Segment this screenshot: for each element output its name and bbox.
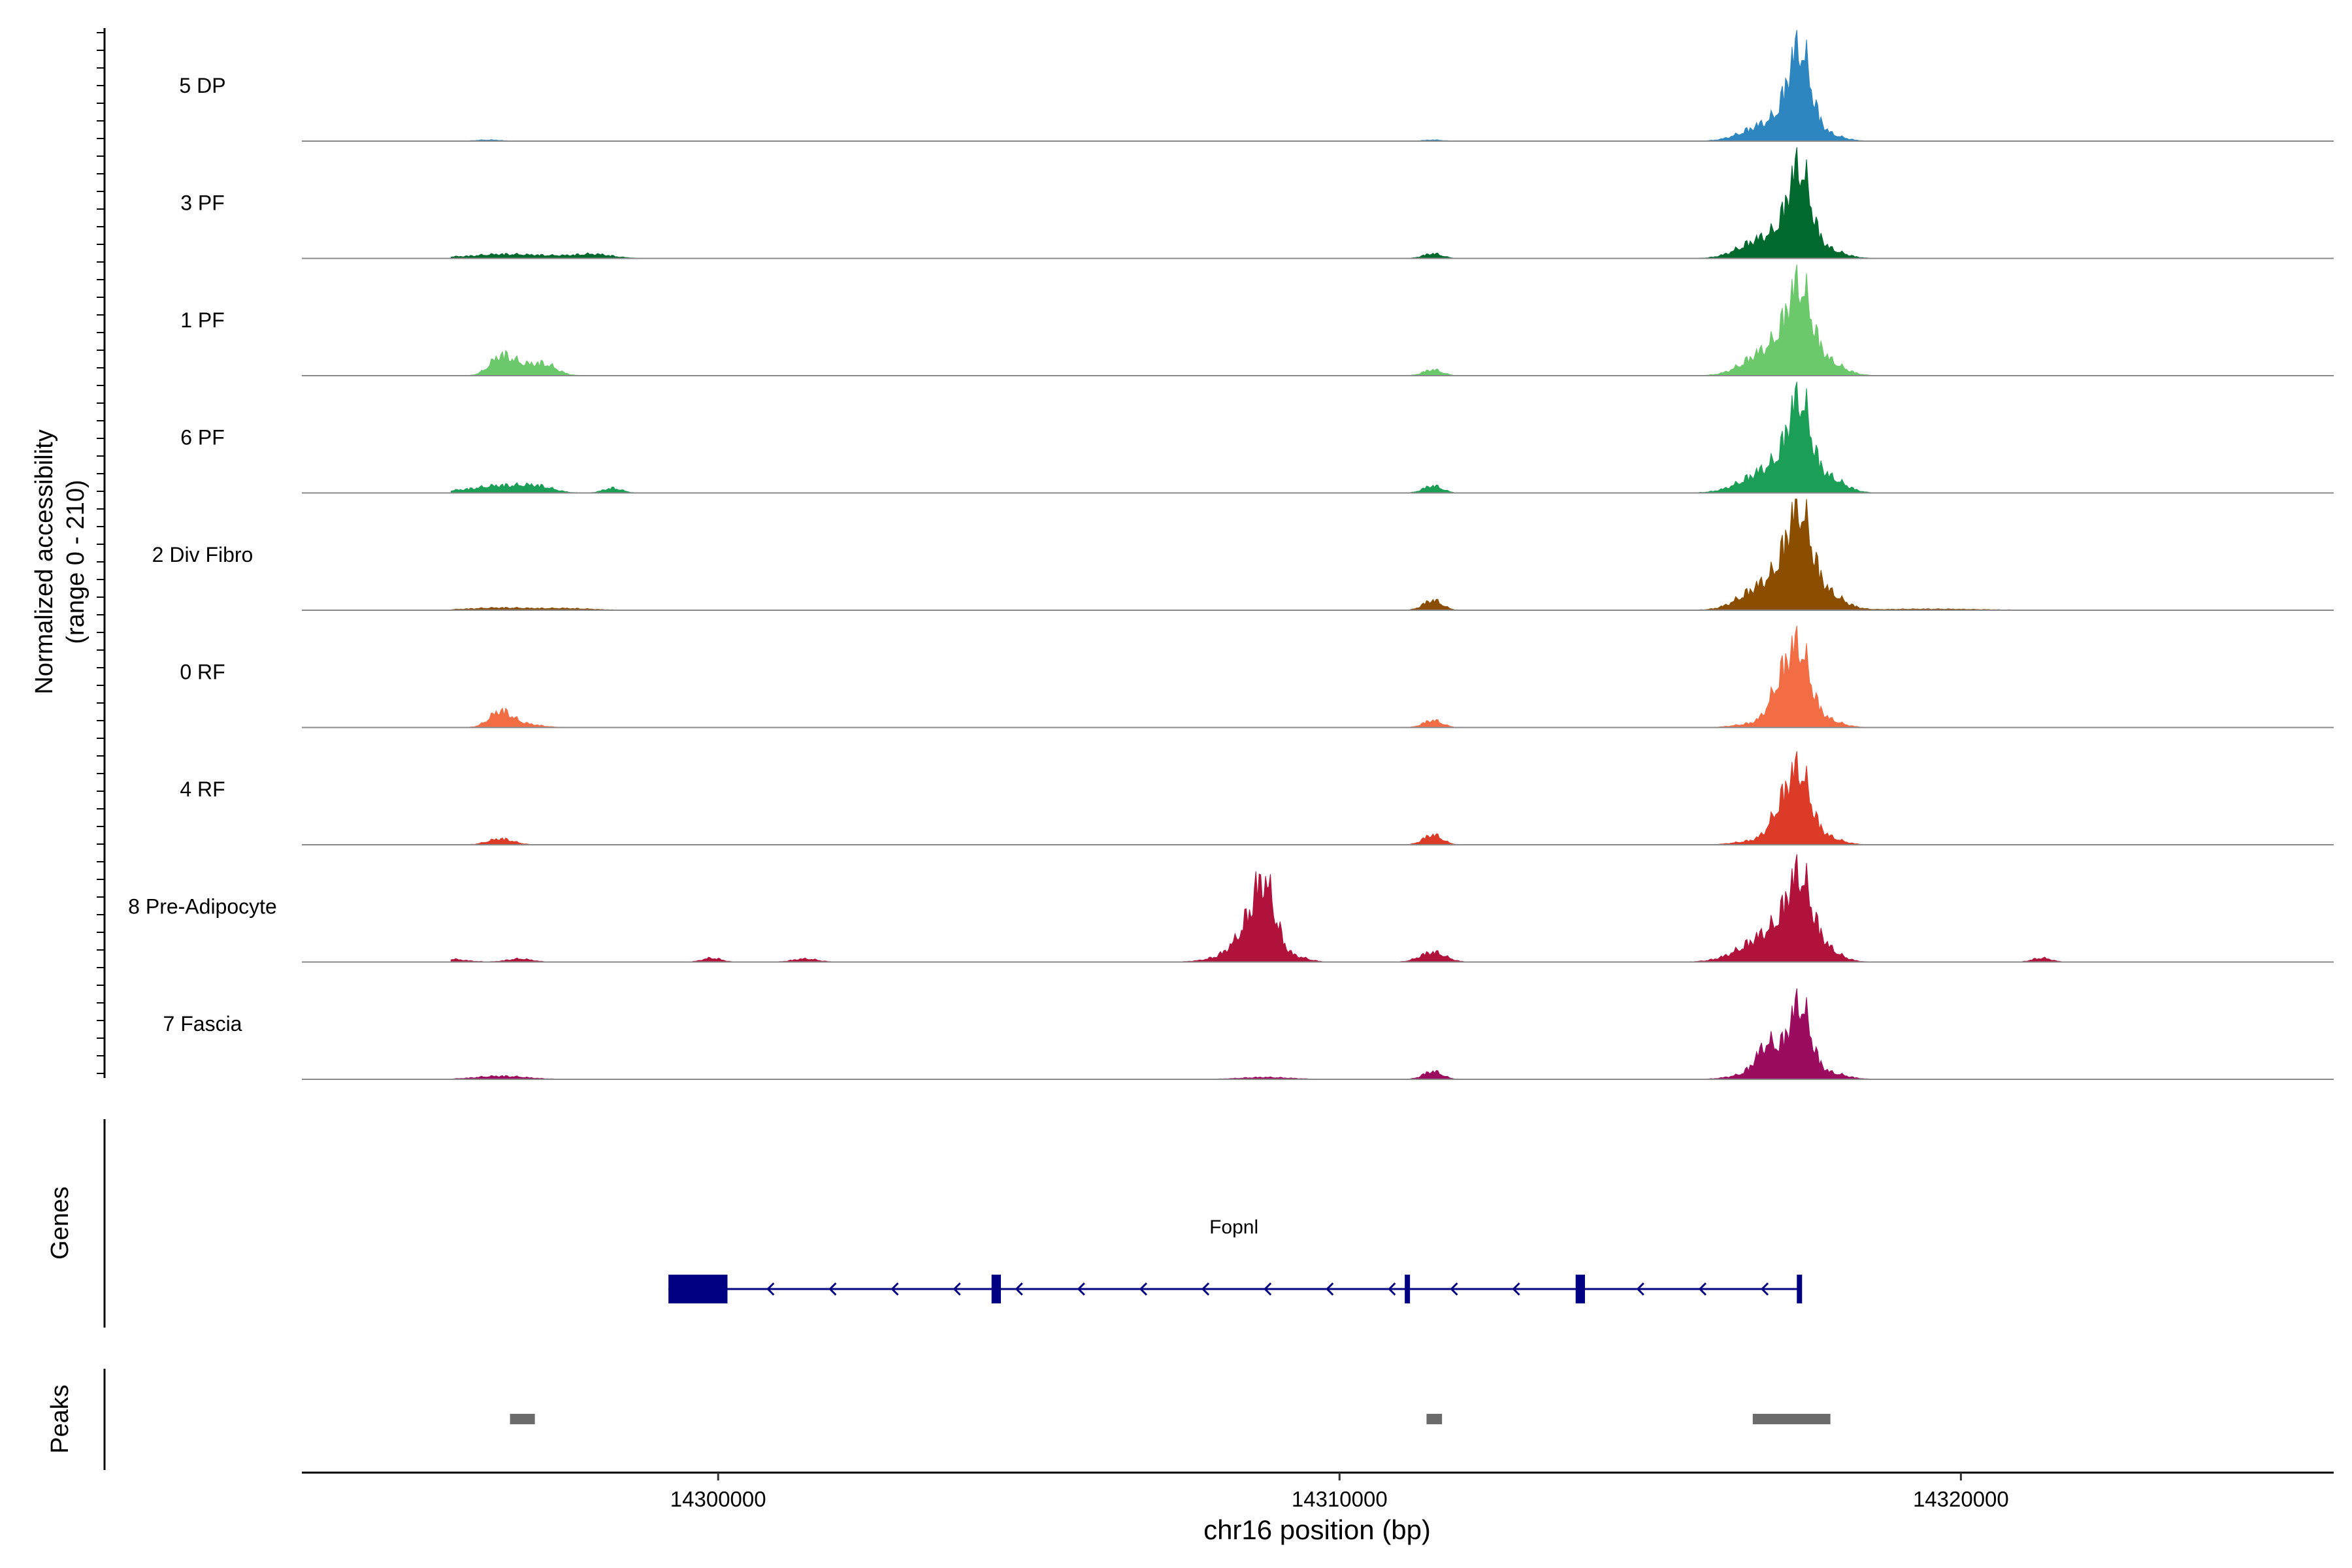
- strand-arrow: [1264, 1282, 1272, 1296]
- exon: [1405, 1275, 1411, 1303]
- coverage-area: [451, 625, 2222, 728]
- coverage-tracks: 5 DP 3 PF 1 PF 6 PF 2 Div Fibro 0 RF 4 RF 8 Pre…: [128, 29, 2334, 1080]
- track-6: 0 RF: [180, 625, 2334, 728]
- strand-arrow: [1512, 1282, 1520, 1296]
- coverage-area: [451, 751, 2222, 845]
- track-3: 1 PF: [180, 264, 2334, 376]
- x-tick-label: 14320000: [1913, 1487, 2009, 1511]
- y-axis-label-line2: (range 0 - 210): [62, 480, 90, 644]
- peak-region: [1752, 1414, 1831, 1424]
- coverage-area: [450, 854, 2222, 962]
- peaks-panel-label: Peaks: [46, 1384, 74, 1454]
- exon: [1575, 1275, 1585, 1303]
- genes-panel-label: Genes: [46, 1186, 74, 1260]
- coverage-y-axis-ticks: [97, 32, 105, 1074]
- coverage-area: [450, 498, 2222, 611]
- strand-arrow: [1388, 1282, 1396, 1296]
- track-label: 5 DP: [179, 74, 225, 97]
- y-axis-label-line1: Normalized accessibility: [31, 429, 58, 694]
- peak-region: [1426, 1414, 1443, 1424]
- coverage-area: [451, 29, 2222, 142]
- strand-arrow: [1698, 1282, 1707, 1296]
- x-axis-ticks: 14300000 14310000 14320000: [670, 1473, 2009, 1511]
- strand-arrow: [1760, 1282, 1769, 1296]
- track-5: 2 Div Fibro: [152, 498, 2334, 611]
- track-label: 2 Div Fibro: [152, 543, 253, 566]
- track-1: 5 DP: [179, 29, 2334, 142]
- track-9: 7 Fascia: [163, 988, 2334, 1080]
- coverage-area: [450, 988, 2222, 1080]
- coverage-area: [450, 147, 2222, 259]
- exon: [991, 1275, 1001, 1303]
- strand-arrow: [953, 1282, 961, 1296]
- strand-arrow: [1139, 1282, 1148, 1296]
- peak-region: [510, 1414, 535, 1424]
- track-8: 8 Pre-Adipocyte: [128, 854, 2334, 963]
- track-label: 8 Pre-Adipocyte: [128, 895, 277, 919]
- x-axis-label: chr16 position (bp): [1203, 1514, 1431, 1545]
- track-label: 3 PF: [180, 191, 225, 215]
- strand-arrow: [1636, 1282, 1644, 1296]
- strand-arrow: [1450, 1282, 1458, 1296]
- strand-arrow: [890, 1282, 899, 1296]
- gene-name-label: Fopnl: [1209, 1217, 1258, 1238]
- exon: [668, 1275, 728, 1303]
- track-7: 4 RF: [180, 751, 2334, 845]
- strand-arrow: [1326, 1282, 1334, 1296]
- track-label: 7 Fascia: [163, 1012, 242, 1036]
- track-label: 0 RF: [180, 661, 225, 684]
- strand-arrow: [828, 1282, 837, 1296]
- track-2: 3 PF: [180, 147, 2334, 259]
- strand-arrow: [1201, 1282, 1210, 1296]
- peak-regions: [510, 1414, 1831, 1424]
- x-tick-label: 14310000: [1292, 1487, 1388, 1511]
- gene-track: [668, 1275, 1803, 1303]
- coverage-area: [451, 264, 2222, 376]
- strand-arrow: [766, 1282, 775, 1296]
- track-4: 6 PF: [180, 382, 2334, 494]
- track-label: 6 PF: [180, 426, 225, 449]
- track-label: 1 PF: [180, 308, 225, 332]
- strand-arrow: [1015, 1282, 1023, 1296]
- coverage-area: [450, 382, 2222, 493]
- strand-arrow: [1077, 1282, 1085, 1296]
- track-label: 4 RF: [180, 777, 225, 801]
- x-tick-label: 14300000: [670, 1487, 766, 1511]
